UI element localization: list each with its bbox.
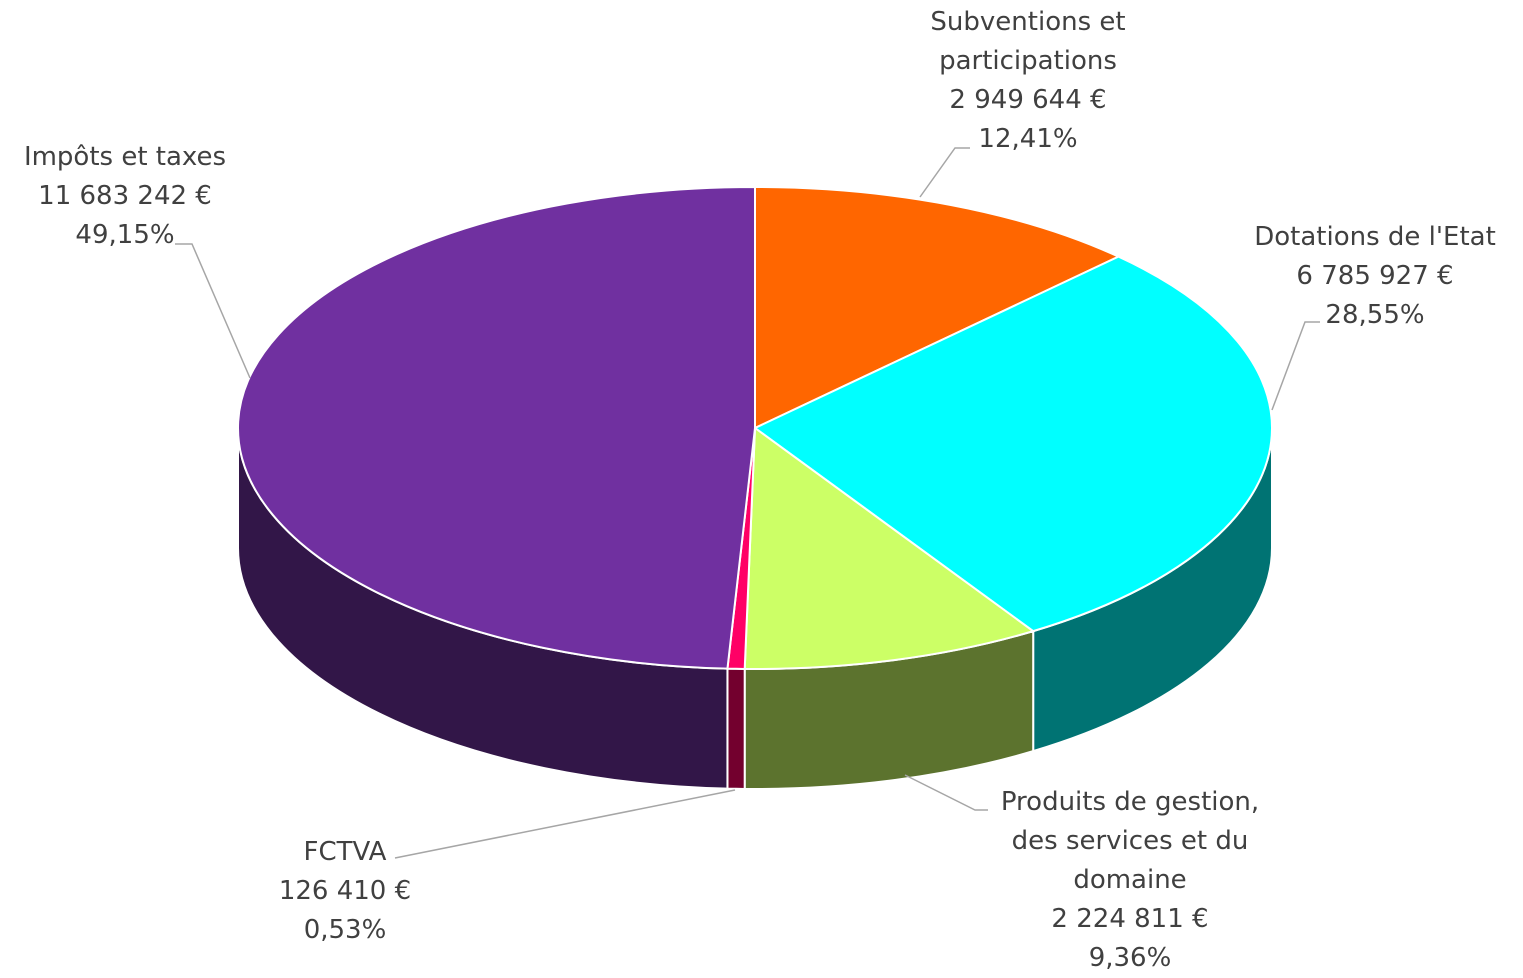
slice (237, 185, 756, 670)
data-label: Impôts et taxes 11 683 242 € 49,15% (24, 138, 226, 255)
percent-label: 12,41% (978, 124, 1078, 154)
data-label: FCTVA 126 410 € 0,53% (279, 833, 411, 950)
slice-name: FCTVA (303, 837, 387, 867)
slice-name: Dotations de l'Etat (1254, 222, 1496, 252)
leader-line (1271, 321, 1320, 411)
leader-line (904, 774, 988, 811)
data-label: Dotations de l'Etat 6 785 927 € 28,55% (1254, 218, 1496, 335)
leader-line (394, 789, 736, 859)
slice (754, 185, 1121, 430)
slice-side (726, 667, 746, 790)
slice-name: Subventions et participations (930, 7, 1126, 76)
slice-name: Produits de gestion, des services et du … (1000, 787, 1260, 895)
percent-label: 49,15% (75, 220, 175, 250)
percent-label: 9,36% (1088, 943, 1172, 973)
percent-label: 0,53% (303, 915, 387, 945)
data-label: Produits de gestion, des services et du … (1001, 783, 1259, 978)
slice (753, 255, 1273, 633)
slice (743, 426, 1036, 670)
value-label: 126 410 € (278, 876, 412, 906)
slice-name: Impôts et taxes (23, 142, 227, 172)
value-label: 2 949 644 € (949, 85, 1107, 115)
leader-line (919, 147, 970, 198)
percent-label: 28,55% (1325, 300, 1425, 330)
data-label: Subventions et participations 2 949 644 €… (930, 3, 1125, 159)
value-label: 6 785 927 € (1296, 261, 1454, 291)
value-label: 2 224 811 € (1051, 904, 1209, 934)
value-label: 11 683 242 € (38, 181, 212, 211)
leader-line (175, 243, 251, 379)
